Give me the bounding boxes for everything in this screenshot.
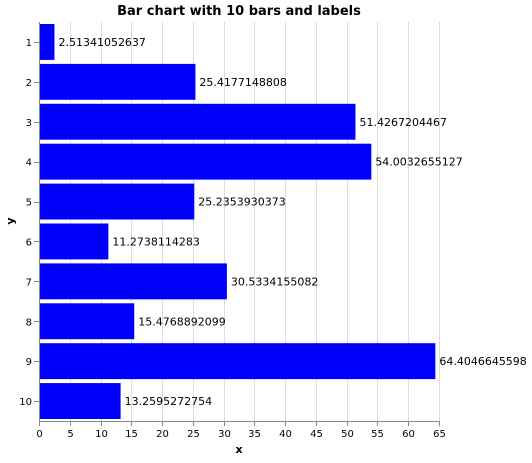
x-tick-label: 50 [341,429,354,440]
data-label: 51.4267204467 [359,116,446,129]
x-tick-label: 5 [67,429,73,440]
bars [39,23,436,420]
data-label: 2.51341052637 [58,36,145,49]
y-axis-title: y [4,217,17,224]
y-tick-label: 1 [26,38,32,49]
x-tick-label: 30 [218,429,231,440]
bar [39,63,196,100]
x-tick-label: 35 [248,429,261,440]
data-label: 13.2595272754 [125,395,212,408]
x-axis-title: x [235,443,242,456]
x-tick-label: 65 [433,429,446,440]
x-tick-label: 15 [125,429,138,440]
bar [39,143,372,180]
y-tick-label: 9 [26,357,32,368]
data-label: 30.5334155082 [231,275,318,288]
data-label: 15.4768892099 [138,315,225,328]
data-label: 54.0032655127 [375,156,462,169]
y-tick-label: 3 [26,118,32,129]
chart-title: Bar chart with 10 bars and labels [117,4,361,19]
x-tick-label: 0 [36,429,42,440]
x-tick-label: 45 [310,429,323,440]
data-label: 25.2353930373 [198,196,285,209]
x-tick-label: 55 [371,429,384,440]
bar [39,303,135,340]
data-label: 11.2738114283 [112,235,199,248]
bar [39,103,356,140]
bar [39,343,436,380]
bar [39,383,121,420]
y-tick-label: 2 [26,78,32,89]
y-tick-label: 10 [19,397,32,408]
y-tick-label: 4 [26,158,32,169]
data-label: 25.4177148808 [199,76,286,89]
data-labels: 2.51341052637 25.4177148808 51.4267204467 5… [58,36,526,408]
data-label: 64.4046645598 [439,355,526,368]
y-tick-label: 8 [26,317,32,328]
bar [39,23,55,60]
x-tick-label: 10 [95,429,108,440]
bar [39,223,109,260]
x-tick-label: 20 [156,429,169,440]
x-tick-label: 40 [279,429,292,440]
y-tick-label: 5 [26,198,32,209]
x-tick-label: 25 [187,429,200,440]
y-tick-label: 6 [26,237,32,248]
x-tick-label: 60 [402,429,415,440]
bar [39,263,227,300]
bar [39,183,195,220]
y-tick-label: 7 [26,277,32,288]
